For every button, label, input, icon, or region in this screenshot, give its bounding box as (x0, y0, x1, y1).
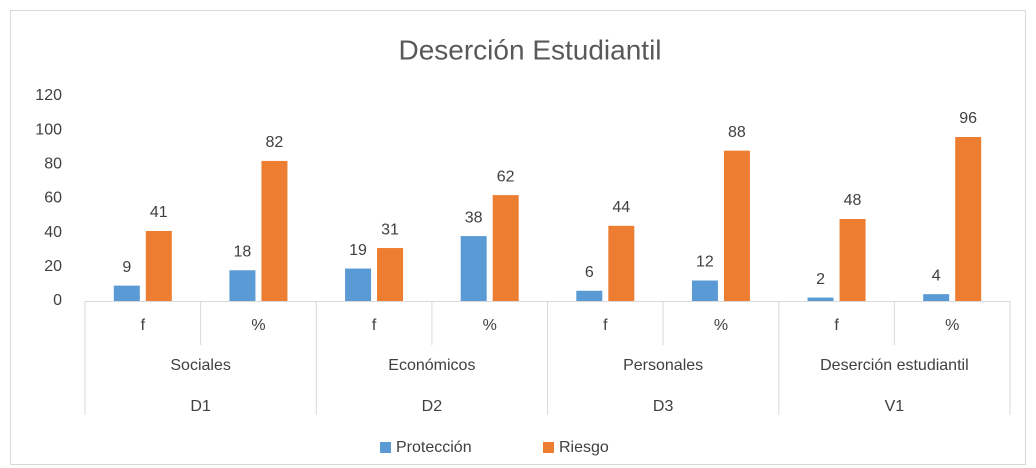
bar (723, 150, 750, 301)
data-label: 41 (150, 204, 168, 221)
bar (691, 280, 718, 301)
x-tick-label: % (483, 317, 497, 334)
x-tick-label: f (834, 317, 839, 334)
group-label: Económicos (388, 357, 475, 374)
bar (460, 236, 487, 301)
bar (377, 248, 404, 301)
bar (955, 137, 982, 301)
group-label: Personales (623, 357, 703, 374)
data-label: 31 (381, 221, 399, 238)
data-label: 4 (932, 267, 941, 284)
supergroup-label: D1 (190, 398, 211, 415)
bar (807, 297, 834, 301)
x-tick-label: % (251, 317, 265, 334)
bar (345, 268, 372, 301)
legend-label: Protección (396, 439, 472, 456)
data-label: 18 (234, 243, 252, 260)
bar (492, 195, 519, 301)
legend-label: Riesgo (559, 439, 609, 456)
data-label: 82 (266, 134, 284, 151)
y-tick-label: 0 (53, 292, 62, 309)
bar (229, 270, 256, 301)
chart-title: Deserción Estudiantil (398, 34, 661, 65)
data-label: 62 (497, 168, 515, 185)
y-tick-label: 120 (35, 87, 62, 104)
data-label: 19 (349, 242, 367, 259)
legend-swatch (543, 442, 554, 453)
data-label: 96 (959, 110, 977, 127)
data-label: 6 (585, 264, 594, 281)
group-label: Deserción estudiantil (820, 357, 969, 374)
data-label: 38 (465, 209, 483, 226)
x-tick-label: % (945, 317, 959, 334)
y-tick-label: 80 (44, 156, 62, 173)
data-label: 12 (696, 254, 714, 271)
x-tick-label: % (714, 317, 728, 334)
bar (145, 230, 172, 301)
supergroup-label: D3 (653, 398, 674, 415)
legend-swatch (380, 442, 391, 453)
bar (839, 219, 866, 301)
y-tick-label: 40 (44, 224, 62, 241)
x-tick-label: f (372, 317, 377, 334)
y-tick-label: 20 (44, 258, 62, 275)
group-label: Sociales (170, 357, 230, 374)
supergroup-label: V1 (885, 398, 905, 415)
bar (608, 225, 635, 301)
x-tick-label: f (603, 317, 608, 334)
bar (261, 160, 288, 301)
data-label: 88 (728, 124, 746, 141)
data-label: 2 (816, 271, 825, 288)
y-tick-label: 100 (35, 121, 62, 138)
bar (113, 285, 140, 301)
bar (923, 294, 950, 301)
y-tick-label: 60 (44, 190, 62, 207)
x-tick-label: f (141, 317, 146, 334)
supergroup-label: D2 (422, 398, 443, 415)
data-label: 9 (122, 259, 131, 276)
data-label: 44 (612, 199, 630, 216)
bar (576, 290, 603, 301)
data-label: 48 (844, 192, 862, 209)
